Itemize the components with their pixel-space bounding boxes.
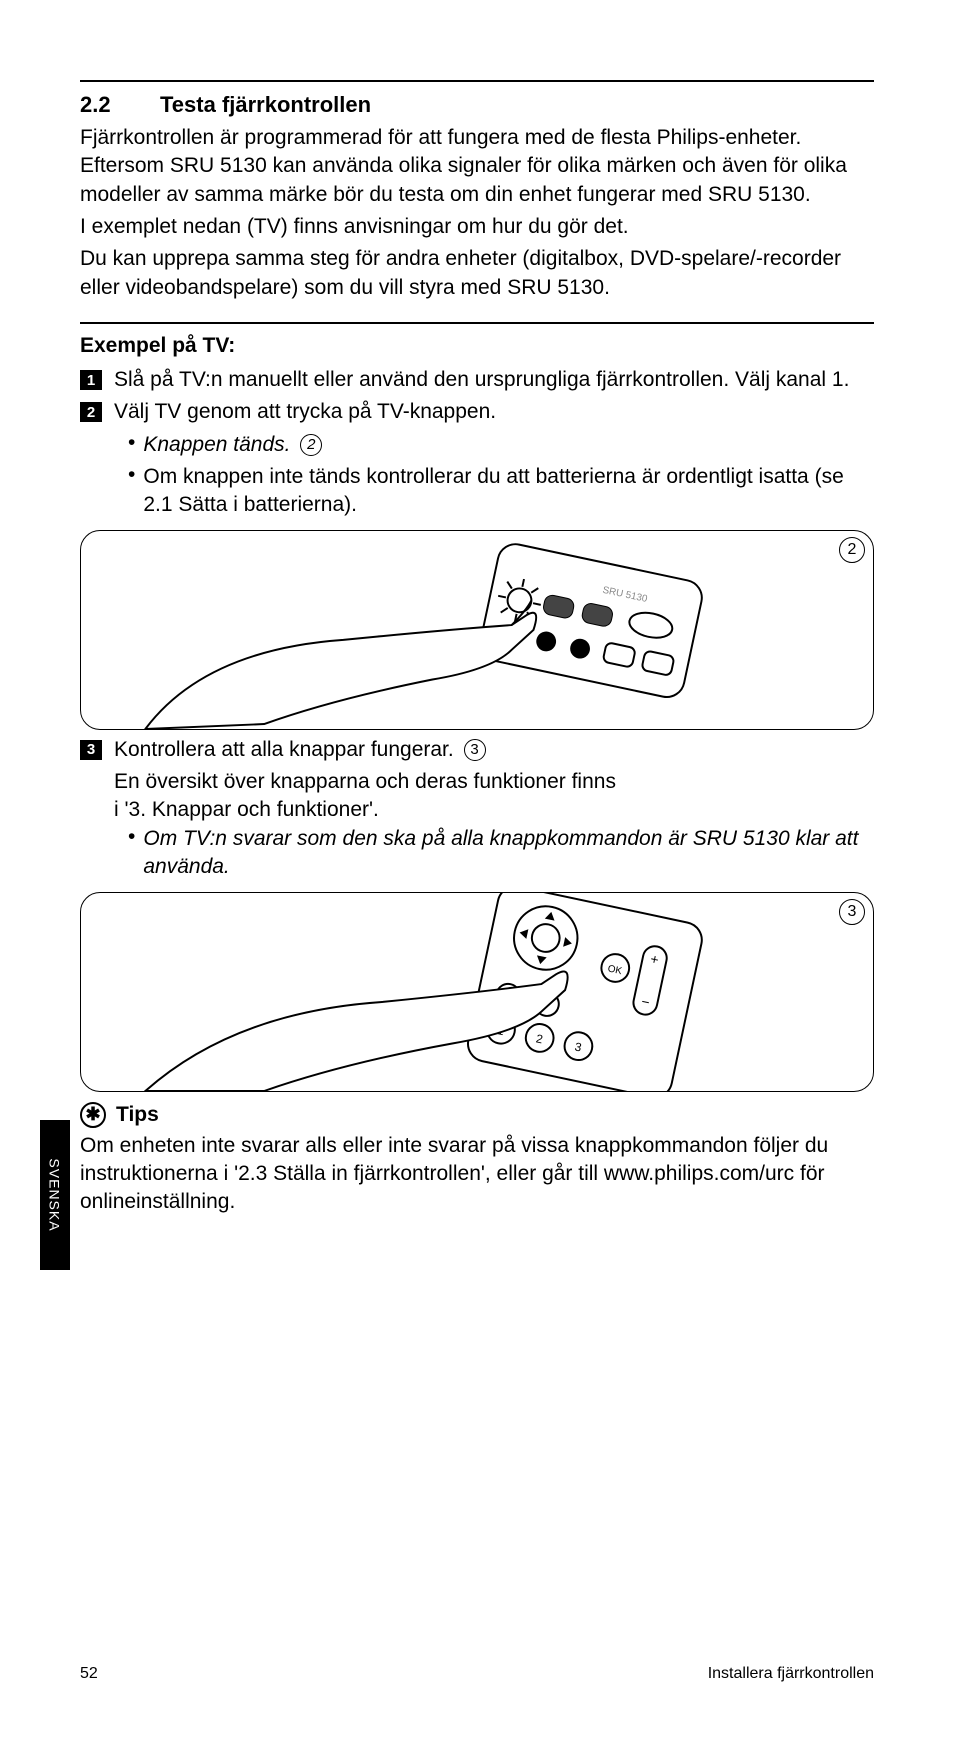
step-3-bullet-text: Om TV:n svarar som den ska på alla knapp… bbox=[143, 825, 874, 882]
tips-heading: ✱ Tips bbox=[80, 1102, 874, 1128]
step-1-text: Slå på TV:n manuellt eller använd den ur… bbox=[114, 366, 874, 394]
section-heading: 2.2Testa fjärrkontrollen bbox=[80, 92, 874, 118]
step-1: 1 Slå på TV:n manuellt eller använd den … bbox=[80, 366, 874, 394]
step-3-after-1: En översikt över knapparna och deras fun… bbox=[114, 768, 874, 796]
step-2-bullet-1-text: Knappen tänds. 2 bbox=[143, 431, 874, 459]
section-number: 2.2 bbox=[80, 92, 160, 118]
step-2-bullet-2-text: Om knappen inte tänds kontrollerar du at… bbox=[143, 463, 874, 520]
top-rule bbox=[80, 80, 874, 82]
tips-icon: ✱ bbox=[80, 1102, 106, 1128]
bullet-dot: • bbox=[128, 825, 135, 849]
step-2-text: Välj TV genom att trycka på TV-knappen. bbox=[114, 398, 874, 426]
tips-text: Om enheten inte svarar alls eller inte s… bbox=[80, 1132, 874, 1217]
language-tab: SVENSKA bbox=[40, 1120, 70, 1270]
mid-rule bbox=[80, 322, 874, 324]
step-2-bullet-1: • Knappen tänds. 2 bbox=[128, 431, 874, 459]
page-number: 52 bbox=[80, 1665, 98, 1683]
intro-p3: Du kan upprepa samma steg för andra enhe… bbox=[80, 245, 874, 302]
bullet-dot: • bbox=[128, 463, 135, 487]
language-tab-label: SVENSKA bbox=[47, 1158, 63, 1231]
section-title: Testa fjärrkontrollen bbox=[160, 92, 371, 117]
step-3: 3 Kontrollera att alla knappar fungerar.… bbox=[80, 736, 874, 764]
step-badge-2: 2 bbox=[80, 402, 102, 422]
intro-p1: Fjärrkontrollen är programmerad för att … bbox=[80, 124, 874, 209]
step-badge-3: 3 bbox=[80, 740, 102, 760]
step-3-bullet: • Om TV:n svarar som den ska på alla kna… bbox=[128, 825, 874, 882]
figure-2-illustration: SRU 5130 bbox=[81, 531, 873, 729]
step-3-text: Kontrollera att alla knappar fungerar. 3 bbox=[114, 736, 874, 764]
footer-label: Installera fjärrkontrollen bbox=[708, 1665, 874, 1683]
page-footer: 52 Installera fjärrkontrollen bbox=[80, 1665, 874, 1683]
step-2-bullet-2: • Om knappen inte tänds kontrollerar du … bbox=[128, 463, 874, 520]
figure-3: 3 OK + − bbox=[80, 892, 874, 1092]
example-heading: Exempel på TV: bbox=[80, 334, 874, 358]
step-3-label: Kontrollera att alla knappar fungerar. bbox=[114, 738, 454, 761]
ref-circle-2: 2 bbox=[300, 434, 322, 456]
intro-p2: I exemplet nedan (TV) finns anvisningar … bbox=[80, 213, 874, 241]
bullet-dot: • bbox=[128, 431, 135, 455]
tips-label: Tips bbox=[116, 1103, 159, 1127]
ref-circle-3: 3 bbox=[464, 739, 486, 761]
figure-3-illustration: OK + − 1 2 3 bbox=[81, 893, 873, 1091]
step-2: 2 Välj TV genom att trycka på TV-knappen… bbox=[80, 398, 874, 426]
step-badge-1: 1 bbox=[80, 370, 102, 390]
step-2-bullet-1-label: Knappen tänds. bbox=[143, 433, 290, 456]
figure-2: 2 SRU 5130 bbox=[80, 530, 874, 730]
step-3-after-2: i '3. Knappar och funktioner'. bbox=[114, 796, 874, 824]
